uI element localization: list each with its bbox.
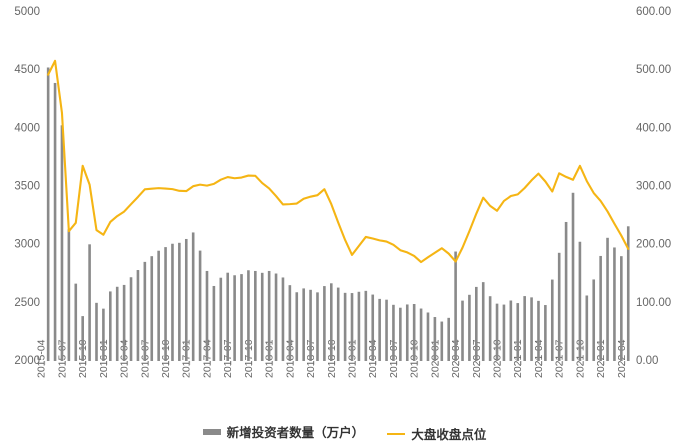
svg-text:400.00: 400.00 [636, 122, 671, 134]
svg-text:200.00: 200.00 [636, 239, 671, 251]
svg-text:2015-04: 2015-04 [36, 339, 48, 378]
svg-text:0.00: 0.00 [636, 355, 658, 367]
svg-text:3000: 3000 [14, 239, 40, 251]
svg-text:4500: 4500 [14, 64, 40, 76]
svg-text:2500: 2500 [14, 297, 40, 309]
svg-text:600.00: 600.00 [636, 6, 671, 18]
svg-text:500.00: 500.00 [636, 64, 671, 76]
svg-text:3500: 3500 [14, 181, 40, 193]
svg-text:5000: 5000 [14, 6, 40, 18]
svg-text:4000: 4000 [14, 122, 40, 134]
svg-text:100.00: 100.00 [636, 297, 671, 309]
svg-text:300.00: 300.00 [636, 181, 671, 193]
